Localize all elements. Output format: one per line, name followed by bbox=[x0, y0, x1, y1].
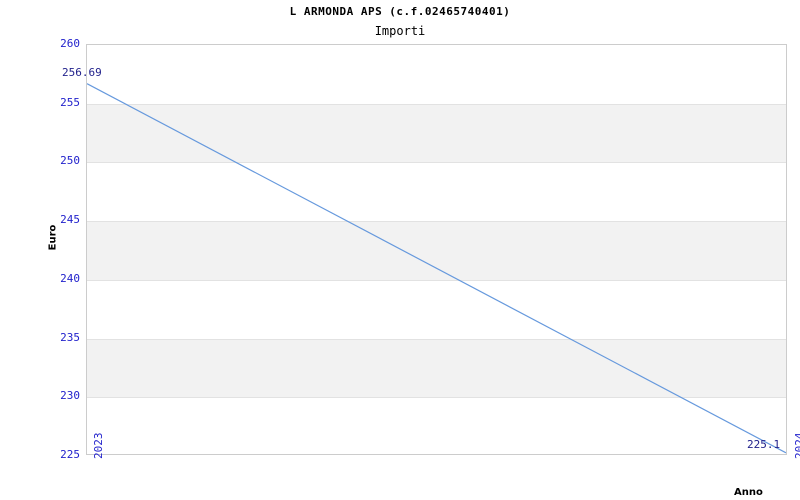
y-axis-tick-label: 235 bbox=[60, 330, 80, 344]
y-axis-tick-label: 225 bbox=[60, 448, 80, 461]
series-line-layer bbox=[87, 83, 786, 454]
y-axis-tick-label: 260 bbox=[60, 37, 80, 50]
y-axis-tick-label: 240 bbox=[60, 271, 80, 285]
y-axis-tick-label: 245 bbox=[60, 213, 80, 227]
plot-area bbox=[86, 44, 787, 455]
data-point-label: 225.1 bbox=[747, 437, 781, 451]
gridline bbox=[87, 338, 786, 340]
y-axis-title: Euro bbox=[47, 224, 59, 251]
x-axis-tick-label: 2023 bbox=[92, 432, 105, 460]
x-axis-title: Anno bbox=[734, 487, 763, 498]
band bbox=[87, 338, 786, 398]
band bbox=[87, 221, 786, 280]
x-axis-tick-label: 2024 bbox=[793, 432, 800, 460]
gridline bbox=[87, 221, 786, 223]
band bbox=[87, 103, 786, 163]
gridline bbox=[87, 279, 786, 281]
series-line-0 bbox=[87, 83, 786, 454]
y-axis-tick-label: 230 bbox=[60, 389, 80, 403]
data-point-label: 256.69 bbox=[62, 65, 102, 79]
y-axis-tick-label: 255 bbox=[60, 95, 80, 109]
y-axis-tick-label: 250 bbox=[60, 154, 80, 168]
chart-subtitle: Importi bbox=[374, 24, 426, 38]
chart-title: L ARMONDA APS (c.f.02465740401) bbox=[289, 5, 511, 18]
gridline bbox=[87, 162, 786, 164]
gridline bbox=[87, 103, 786, 105]
gridline bbox=[87, 397, 786, 399]
